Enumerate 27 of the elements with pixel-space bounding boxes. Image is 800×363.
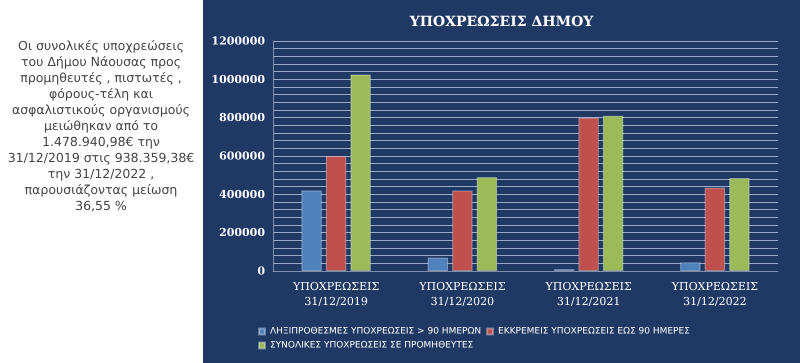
bar (602, 116, 624, 271)
y-tick-label: 800000 (219, 111, 266, 124)
legend-label: ΕΚΚΡΕΜΕΙΣ ΥΠΟΧΡΕΩΣΕΙΣ ΕΩΣ 90 ΗΜΕΡΕΣ (498, 326, 690, 336)
bar (680, 262, 701, 271)
y-tick-label: 1200000 (211, 34, 266, 48)
bar (476, 177, 498, 271)
x-tick-label: ΥΠΟΧΡΕΩΣΕΙΣ 31/12/2021 (544, 280, 632, 308)
y-tick-label: 1000000 (211, 72, 266, 86)
y-tick-label: 200000 (219, 226, 266, 240)
bar (428, 258, 448, 271)
bar (326, 156, 346, 271)
text: Οι συνολικές υποχρεώσεις του Δήμου Νάουσας προς προμηθευτές , πιστωτές , φόρους-τέλη και ασφαλιστικούς οργανισμούς μειώθηκαν από το 1.478.940,98€ την 31/12/2019 στις 938.359,38€ την 31/12/2022 , παρουσιάζοντας μείωση 36,55 % (8, 38, 194, 213)
y-tick-label: 600000 (219, 150, 266, 162)
y-tick-label: 0 (257, 264, 266, 278)
bar (350, 74, 371, 271)
bar (301, 190, 322, 271)
chart-title: ΥΠΟΧΡΕΩΣΕΙΣ ΔΗΜΟΥ (408, 14, 594, 30)
legend-label: ΣΥΝΟΛΙΚΕΣ ΥΠΟΧΡΕΩΣΕΙΣ ΣΕ ΠΡΟΜΗΘΕΥΤΕΣ (270, 340, 474, 350)
bar (452, 190, 473, 271)
bar (704, 188, 726, 271)
bar (578, 118, 599, 271)
legend-label: ΛΗΞΙΠΡΟΘΕΣΜΕΣ ΥΠΟΧΡΕΩΣΕΙΣ > 90 ΗΜΕΡΩΝ (270, 326, 482, 336)
x-tick-label: ΥΠΟΧΡΕΩΣΕΙΣ 31/12/2022 (670, 280, 758, 308)
x-tick-label: ΥΠΟΧΡΕΩΣΕΙΣ 31/12/2020 (418, 280, 506, 308)
x-tick-label: ΥΠΟΧΡΕΩΣΕΙΣ 31/12/2019 (292, 280, 380, 308)
bar (729, 178, 750, 271)
y-tick-label: 400000 (219, 188, 266, 201)
